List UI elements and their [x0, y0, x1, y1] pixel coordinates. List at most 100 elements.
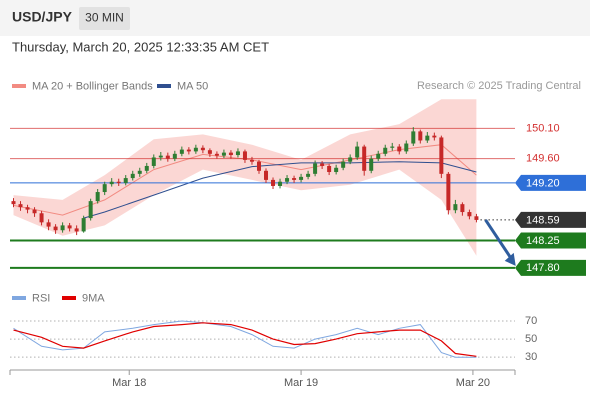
- level-tag: [515, 259, 586, 276]
- y-tick-label: 30: [525, 351, 537, 363]
- candle-body: [46, 222, 51, 227]
- candle-body: [67, 225, 72, 229]
- candle-body: [306, 173, 311, 177]
- candle-body: [137, 170, 142, 174]
- candle-body: [207, 150, 212, 154]
- candle-body: [74, 228, 79, 232]
- candle-body: [264, 170, 269, 180]
- legend-label: RSI: [32, 292, 50, 304]
- candle-body: [278, 181, 283, 186]
- datetime: Thursday, March 20, 2025 12:33:35 AM CET: [12, 39, 269, 54]
- candle-body: [102, 184, 107, 193]
- candle-body: [200, 147, 205, 151]
- candle-body: [327, 165, 332, 173]
- candle-body: [109, 181, 114, 185]
- x-tick-label: Mar 20: [456, 377, 490, 389]
- candle-body: [32, 209, 37, 214]
- legend-swatch: [62, 296, 76, 300]
- x-tick-label: Mar 18: [112, 377, 146, 389]
- candle-body: [172, 153, 177, 159]
- candle-body: [158, 155, 163, 158]
- candle-body: [418, 131, 423, 141]
- candle-body: [313, 163, 318, 174]
- candle-body: [88, 201, 93, 219]
- legend-swatch: [157, 84, 171, 88]
- candle-body: [390, 146, 395, 148]
- candle-body: [348, 157, 353, 162]
- candle-body: [130, 173, 135, 179]
- candle-body: [383, 147, 388, 154]
- credit: Research © 2025 Trading Central: [417, 80, 581, 92]
- candle-body: [285, 178, 290, 182]
- y-tick-label: 50: [525, 333, 537, 345]
- legend-label: MA 50: [177, 80, 208, 92]
- candle-body: [151, 157, 156, 166]
- candle-body: [53, 226, 58, 231]
- candle-body: [397, 146, 402, 152]
- candle-body: [355, 146, 360, 158]
- legend-swatch: [12, 296, 26, 300]
- candle-body: [453, 204, 458, 211]
- candle-body: [425, 135, 430, 141]
- level-label: 147.80: [526, 262, 560, 274]
- y-tick-label: 70: [525, 315, 537, 327]
- indicator-line: [13, 322, 477, 357]
- level-tag: [515, 211, 586, 228]
- candle-body: [467, 212, 472, 217]
- candle-body: [299, 176, 304, 180]
- candle-body: [144, 165, 149, 171]
- candle-body: [193, 147, 198, 152]
- legend-label: 9MA: [82, 292, 105, 304]
- level-label: 148.25: [526, 235, 560, 247]
- level-label: 150.10: [526, 122, 560, 134]
- candle-body: [334, 167, 339, 173]
- candle-body: [221, 152, 226, 156]
- candle-body: [404, 143, 409, 152]
- candle-body: [474, 216, 479, 220]
- legend-label: MA 20 + Bollinger Bands: [32, 80, 153, 92]
- candle-body: [95, 192, 100, 202]
- candle-body: [228, 152, 233, 156]
- candle-body: [362, 146, 367, 171]
- candle-body: [179, 149, 184, 154]
- legend-swatch: [12, 84, 26, 88]
- candle-body: [249, 159, 254, 162]
- timeframe-badge: [79, 7, 130, 30]
- timeframe: 30 MIN: [85, 11, 124, 25]
- candle-body: [165, 155, 170, 159]
- candle-body: [376, 153, 381, 159]
- indicator-line: [13, 320, 477, 358]
- candle-body: [81, 218, 86, 232]
- candle-body: [341, 161, 346, 168]
- projection-arrow: [484, 219, 514, 262]
- candle-body: [320, 163, 325, 166]
- level-tag: [515, 174, 586, 191]
- candle-body: [271, 179, 276, 186]
- level-tag: [515, 232, 586, 249]
- candle-body: [60, 225, 65, 231]
- candle-body: [369, 158, 374, 171]
- bollinger-band: [13, 99, 477, 256]
- candle-body: [123, 178, 128, 183]
- level-label: 149.60: [526, 153, 560, 165]
- candle-body: [116, 181, 121, 183]
- candle-body: [446, 173, 451, 211]
- projection-arrowhead: [504, 252, 516, 266]
- candle-body: [439, 137, 444, 174]
- candle-body: [235, 151, 240, 156]
- candle-body: [25, 207, 30, 210]
- candle-body: [242, 151, 247, 160]
- candle-body: [39, 213, 44, 223]
- moving-average: [83, 161, 477, 219]
- candle-body: [432, 135, 437, 138]
- candle-body: [292, 178, 297, 180]
- level-label: 149.20: [526, 177, 560, 189]
- candle-body: [186, 149, 191, 152]
- candle-body: [18, 204, 23, 208]
- candle-body: [256, 161, 261, 171]
- x-tick-label: Mar 19: [284, 377, 318, 389]
- level-label: 148.59: [526, 214, 560, 226]
- candle-body: [11, 201, 16, 205]
- symbol: USD/JPY: [12, 9, 73, 25]
